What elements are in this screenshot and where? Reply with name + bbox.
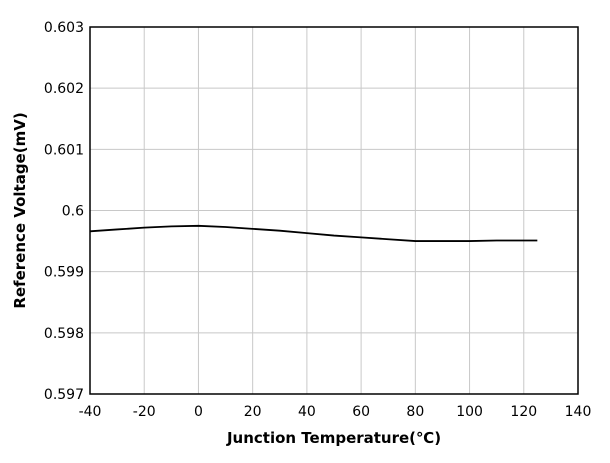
x-tick-label: 40 (298, 404, 316, 420)
plot-frame (89, 26, 579, 395)
x-axis-ticks: -40 -20 0 20 40 60 80 100 120 140 (79, 404, 592, 420)
y-tick-label: 0.598 (44, 326, 84, 342)
y-axis-title: Reference Voltage(mV) (11, 112, 29, 308)
x-tick-label: -40 (79, 404, 102, 420)
series-layer (89, 224, 538, 242)
y-axis-ticks: 0.597 0.598 0.599 0.6 0.601 0.602 0.603 (44, 20, 84, 403)
y-tick-label: 0.602 (44, 81, 84, 97)
grid (89, 26, 579, 395)
x-tick-label: 20 (244, 404, 262, 420)
series-line (89, 224, 538, 242)
x-tick-label: 60 (352, 404, 370, 420)
x-tick-label: 120 (510, 404, 537, 420)
x-tick-label: 100 (456, 404, 483, 420)
y-tick-label: 0.599 (44, 265, 84, 281)
x-tick-label: 80 (406, 404, 424, 420)
x-tick-label: 0 (194, 404, 203, 420)
x-axis-title: Junction Temperature(℃) (226, 429, 441, 447)
y-tick-label: 0.601 (44, 142, 84, 158)
y-tick-label: 0.6 (62, 204, 84, 220)
x-tick-label: -20 (133, 404, 156, 420)
y-tick-label: 0.603 (44, 20, 84, 36)
y-tick-label: 0.597 (44, 387, 84, 403)
x-tick-label: 140 (565, 404, 592, 420)
